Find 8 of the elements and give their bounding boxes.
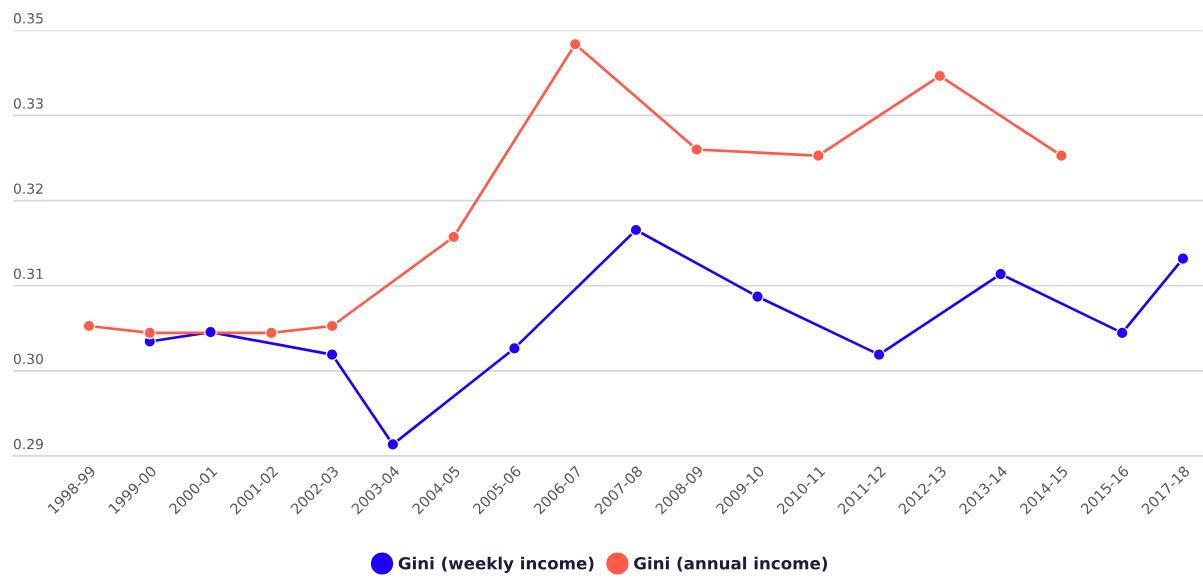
legend-label: Gini (weekly income) (398, 556, 594, 573)
y-tick-label: 0.33 (13, 98, 43, 109)
y-tick-label: 0.35 (13, 13, 43, 24)
legend-label: Gini (annual income) (634, 556, 828, 572)
y-tick-label: 0.32 (13, 183, 43, 194)
y-tick-label: 0.31 (13, 268, 43, 280)
y-tick-label: 0.30 (13, 353, 43, 365)
y-tick-label: 0.29 (13, 438, 43, 450)
